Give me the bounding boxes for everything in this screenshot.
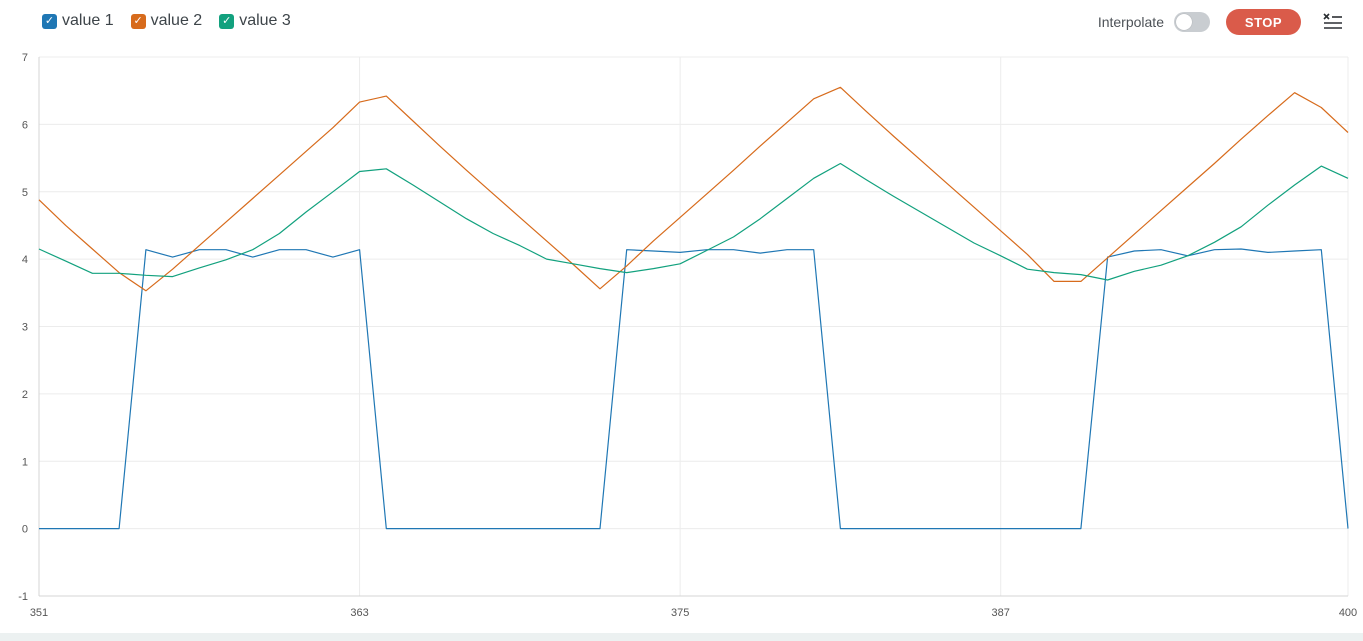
checkbox-checked-icon[interactable]: ✓ <box>130 13 146 29</box>
legend-item-value-3[interactable]: ✓ value 3 <box>219 12 291 30</box>
x-tick-label: 387 <box>992 607 1010 619</box>
stop-button[interactable]: STOP <box>1226 9 1301 35</box>
y-tick-label: 3 <box>22 322 28 334</box>
y-tick-label: 1 <box>22 456 28 468</box>
clear-menu-icon[interactable] <box>1323 12 1343 32</box>
x-tick-label: 400 <box>1339 607 1357 619</box>
y-tick-label: 6 <box>22 119 28 131</box>
series-line-value-2 <box>38 86 1349 292</box>
interpolate-label: Interpolate <box>1097 14 1164 30</box>
y-tick-label: 2 <box>22 389 28 401</box>
legend-item-value-1[interactable]: ✓ value 1 <box>42 12 114 30</box>
y-tick-label: -1 <box>18 591 28 603</box>
footer-strip <box>0 633 1363 641</box>
x-tick-label: 363 <box>350 607 368 619</box>
y-tick-label: 5 <box>22 187 28 199</box>
checkbox-checked-icon[interactable]: ✓ <box>42 13 57 29</box>
y-tick-label: 4 <box>22 254 28 266</box>
toggle-knob <box>1176 14 1192 30</box>
legend-label: value 1 <box>62 12 114 29</box>
x-tick-label: 351 <box>30 607 48 619</box>
toolbar: ✓ value 1 ✓ value 2 ✓ value 3 Interpolat… <box>0 0 1363 46</box>
x-tick-label: 375 <box>671 607 689 619</box>
interpolate-toggle[interactable] <box>1174 12 1210 32</box>
y-tick-label: 7 <box>22 52 28 64</box>
checkbox-checked-icon[interactable]: ✓ <box>219 13 235 29</box>
legend-item-value-2[interactable]: ✓ value 2 <box>130 12 203 30</box>
series-line-value-1 <box>39 248 1349 530</box>
line-chart: -1 0 1 2 3 4 5 6 7 351 363 375 387 400 <box>18 52 1357 619</box>
y-tick-label: 0 <box>22 524 28 536</box>
legend: ✓ value 1 ✓ value 2 ✓ value 3 <box>42 12 291 30</box>
series-line-value-3 <box>38 162 1349 281</box>
right-controls: Interpolate STOP <box>1098 9 1343 35</box>
legend-label: value 2 <box>150 12 203 29</box>
legend-label: value 3 <box>239 12 291 29</box>
